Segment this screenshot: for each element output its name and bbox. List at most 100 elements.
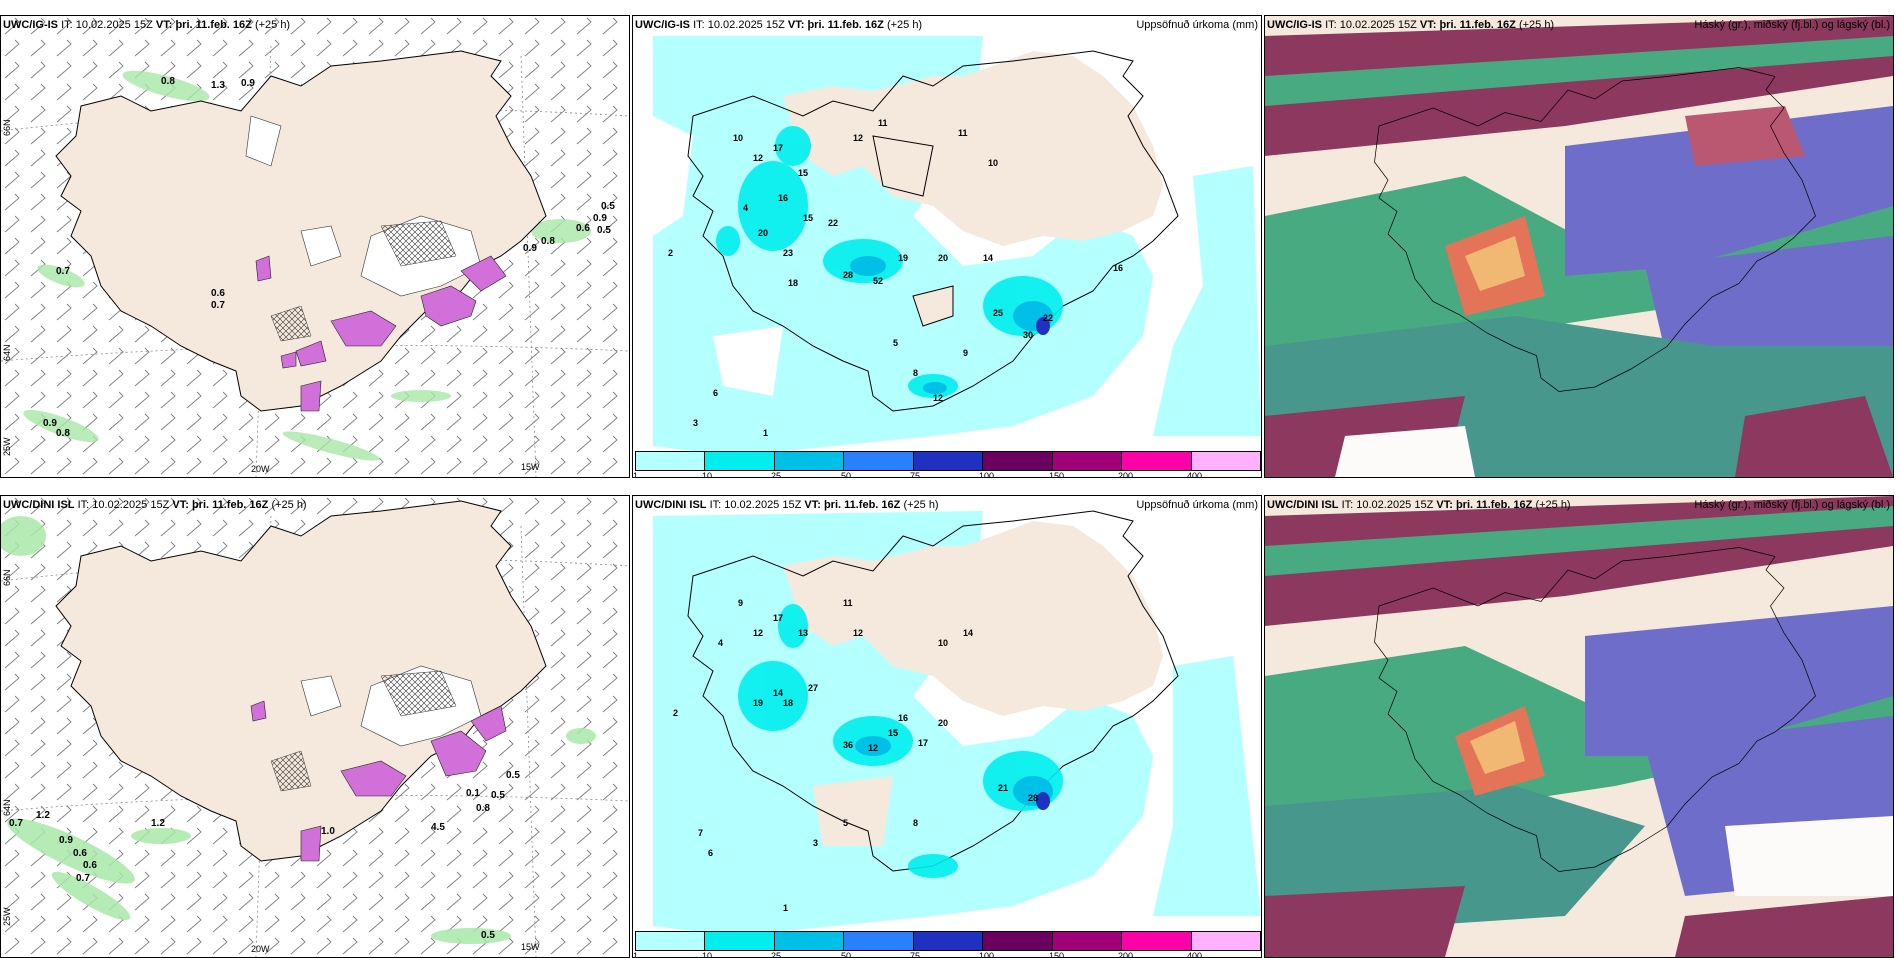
precip-label: 21 <box>998 783 1008 793</box>
precip-label: 15 <box>798 168 808 178</box>
precip-label: 5 <box>893 338 898 348</box>
precip-label: 30 <box>1023 330 1033 340</box>
precip-label: 17 <box>918 738 928 748</box>
panel-field-label: Uppsöfnuð úrkoma (mm) <box>1136 19 1258 31</box>
precip-label: 7 <box>698 828 703 838</box>
precip-colorbar <box>635 931 1261 951</box>
precip-label: 13 <box>798 628 808 638</box>
snow-precip <box>255 255 507 412</box>
precip-label: 11 <box>878 118 888 128</box>
precip-label: 12 <box>753 153 763 163</box>
precip-label: 12 <box>853 133 863 143</box>
precip-label: 19 <box>898 253 908 263</box>
colorbar-ticks: 1 10 25 50 75 100 150 200 400 <box>633 471 1203 478</box>
precip-label: 12 <box>933 393 943 403</box>
precip-label: 6 <box>708 848 713 858</box>
lat-66-label: 66N <box>2 569 12 586</box>
wind-label: 0.6 <box>211 288 225 299</box>
lat-64-label: 64N <box>2 799 12 816</box>
precip-label: 27 <box>808 683 818 693</box>
lat-64-label: 64N <box>2 344 12 361</box>
wind-label: 1.2 <box>151 818 165 829</box>
precip-label: 15 <box>803 213 813 223</box>
panel-wind-igis: UWC/IG-IS IT: 10.02.2025 15Z VT: þri. 11… <box>0 15 630 478</box>
panel-field-label: Háský (gr.), miðský (fj.bl.) og lágský (… <box>1694 19 1890 31</box>
panel-title: UWC/DINI ISL IT: 10.02.2025 15Z VT: þri.… <box>3 499 307 511</box>
panel-clouds-dini: UWC/DINI ISL IT: 10.02.2025 15Z VT: þri.… <box>1264 495 1894 958</box>
wind-label: 0.9 <box>241 78 255 89</box>
lon-20-label: 20W <box>251 464 270 474</box>
precip-label: 36 <box>843 740 853 750</box>
wind-label: 0.8 <box>476 803 490 814</box>
panel-wind-dini: UWC/DINI ISL IT: 10.02.2025 15Z VT: þri.… <box>0 495 630 958</box>
precip-label: 9 <box>963 348 968 358</box>
wind-label: 4.5 <box>431 822 445 833</box>
precip-map: 2 4 9 12 17 13 19 14 18 27 36 12 15 16 1… <box>633 496 1261 957</box>
wind-label: 0.9 <box>59 835 73 846</box>
precip-label: 4 <box>718 638 723 648</box>
wind-label: 0.8 <box>56 428 70 439</box>
wind-label: 0.9 <box>523 243 537 254</box>
precip-label: 52 <box>873 276 883 286</box>
cloud-map <box>1265 496 1893 957</box>
precip-label: 11 <box>843 598 853 608</box>
precip-label: 18 <box>788 278 798 288</box>
wind-label: 0.9 <box>593 213 607 224</box>
precip-label: 12 <box>853 628 863 638</box>
precip-label: 28 <box>843 270 853 280</box>
precip-label: 2 <box>673 708 678 718</box>
lat-66-label: 66N <box>2 119 12 136</box>
precip-label: 23 <box>783 248 793 258</box>
precip-label: 5 <box>843 818 848 828</box>
wind-label: 0.8 <box>541 236 555 247</box>
precip-label: 12 <box>753 628 763 638</box>
wind-label: 0.1 <box>466 788 480 799</box>
wind-map: 0.7 1.2 1.2 0.9 0.6 0.6 0.7 0.5 0.5 0.8 … <box>1 496 629 957</box>
precip-label: 10 <box>733 133 743 143</box>
precip-label: 8 <box>913 818 918 828</box>
wind-label: 0.6 <box>83 860 97 871</box>
precip-label: 17 <box>773 613 783 623</box>
precip-label: 25 <box>993 308 1003 318</box>
wind-label: 0.7 <box>76 873 90 884</box>
wind-label: 0.6 <box>576 223 590 234</box>
precip-label: 22 <box>1043 313 1053 323</box>
panel-clouds-igis: UWC/IG-IS IT: 10.02.2025 15Z VT: þri. 11… <box>1264 15 1894 478</box>
precip-label: 18 <box>783 698 793 708</box>
lon-20-label: 20W <box>251 944 270 954</box>
wind-label: 0.5 <box>597 225 611 236</box>
precip-label: 14 <box>773 688 783 698</box>
precip-label: 3 <box>813 838 818 848</box>
precip-label: 15 <box>888 728 898 738</box>
precip-label: 9 <box>738 598 743 608</box>
panel-precip-igis: UWC/IG-IS IT: 10.02.2025 15Z VT: þri. 11… <box>632 15 1262 478</box>
precip-label: 1 <box>783 903 788 913</box>
precip-label: 1 <box>763 428 768 438</box>
precip-colorbar <box>635 451 1261 471</box>
wind-label: 0.5 <box>481 930 495 941</box>
precip-label: 14 <box>963 628 973 638</box>
precip-label: 16 <box>1113 263 1123 273</box>
precip-label: 6 <box>713 388 718 398</box>
precip-label: 20 <box>938 718 948 728</box>
precip-label: 11 <box>958 128 968 138</box>
wind-label: 0.7 <box>9 818 23 829</box>
wind-map: 0.8 1.3 0.9 0.7 0.6 0.7 0.5 0.9 0.5 0.6 … <box>1 16 629 477</box>
precip-label: 14 <box>983 253 993 263</box>
panel-field-label: Uppsöfnuð úrkoma (mm) <box>1136 499 1258 511</box>
precip-label: 8 <box>913 368 918 378</box>
wind-label: 0.7 <box>211 300 225 311</box>
precip-map: 2 4 10 12 17 15 16 20 23 15 22 18 28 52 … <box>633 16 1261 477</box>
panel-title: UWC/IG-IS IT: 10.02.2025 15Z VT: þri. 11… <box>1267 19 1555 31</box>
cloud-map <box>1265 16 1893 477</box>
panel-field-label: Háský (gr.), miðský (fj.bl.) og lágský (… <box>1694 499 1890 511</box>
precip-label: 20 <box>938 253 948 263</box>
lon-15-label: 15W <box>521 462 540 472</box>
precip-label: 28 <box>1028 793 1038 803</box>
wind-speed-shading <box>23 70 591 461</box>
wind-label: 0.8 <box>161 76 175 87</box>
precip-label: 12 <box>868 743 878 753</box>
panel-title: UWC/DINI ISL IT: 10.02.2025 15Z VT: þri.… <box>1267 499 1571 511</box>
wind-label: 0.7 <box>56 266 70 277</box>
wind-label: 0.6 <box>73 848 87 859</box>
